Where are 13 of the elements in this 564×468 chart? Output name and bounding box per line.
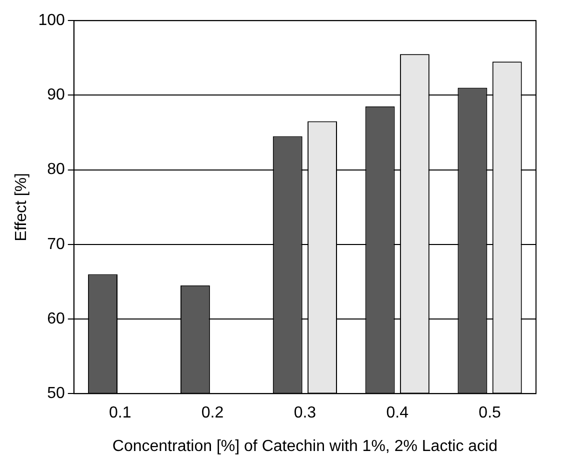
y-tick-label: 100 [38, 12, 65, 30]
x-tick-label: 0.1 [108, 404, 132, 422]
y-tick-label: 90 [47, 86, 65, 104]
x-tick-label: 0.3 [294, 404, 316, 422]
x-tick-label: 0.5 [478, 404, 502, 422]
x-tick-label: 0.4 [386, 404, 409, 422]
y-tick-label: 50 [47, 385, 65, 402]
y-tick-label: 60 [47, 310, 65, 328]
x-axis-title: Concentration [%] of Catechin with 1%, 2% Lactic acid [112, 438, 498, 455]
x-tick-label: 0.2 [201, 404, 224, 422]
y-axis-title: Effect [%] [13, 173, 30, 242]
y-tick-label: 80 [47, 161, 65, 178]
y-tick-label: 70 [47, 236, 65, 253]
